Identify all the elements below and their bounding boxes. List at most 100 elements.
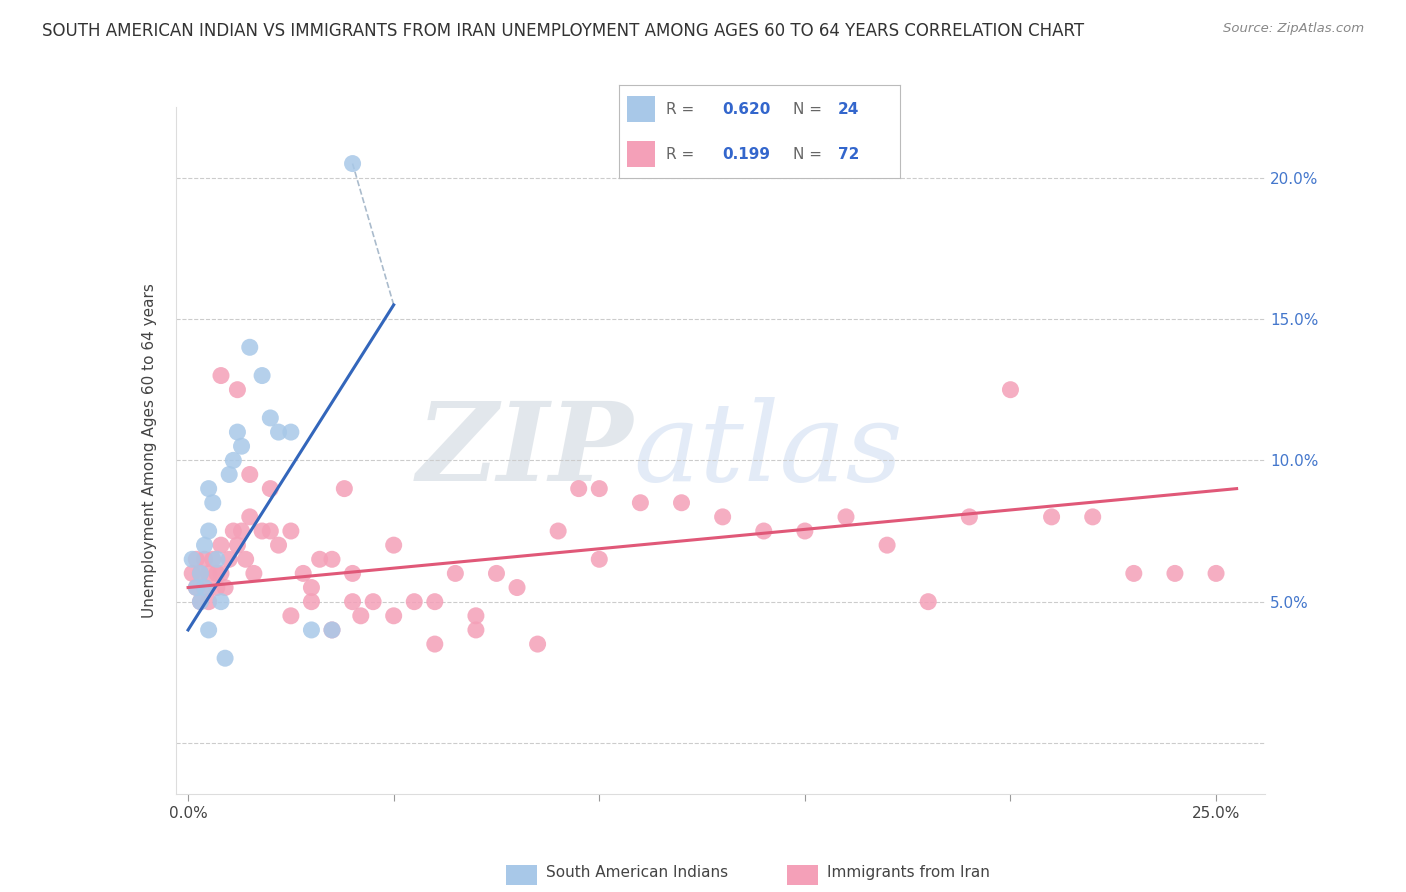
Point xyxy=(333,482,356,496)
Text: 72: 72 xyxy=(838,146,859,161)
Point xyxy=(250,368,273,383)
Point xyxy=(361,595,384,609)
Text: N =: N = xyxy=(793,102,823,117)
Point xyxy=(193,538,215,552)
Point xyxy=(588,552,610,566)
Point xyxy=(1122,566,1144,581)
Point xyxy=(423,637,446,651)
Point xyxy=(267,538,290,552)
Text: R =: R = xyxy=(666,102,695,117)
Text: ZIP: ZIP xyxy=(416,397,633,504)
Point xyxy=(190,566,212,581)
Point xyxy=(1164,566,1187,581)
Point xyxy=(205,566,228,581)
Point xyxy=(382,608,405,623)
Point xyxy=(342,566,364,581)
Point xyxy=(186,581,208,595)
Point xyxy=(209,595,232,609)
Point xyxy=(752,524,775,538)
Point xyxy=(464,608,486,623)
Point xyxy=(588,482,610,496)
Point xyxy=(222,524,245,538)
Point xyxy=(917,595,939,609)
Point xyxy=(181,552,204,566)
Point xyxy=(239,509,262,524)
Text: N =: N = xyxy=(793,146,823,161)
Point xyxy=(205,581,228,595)
Point xyxy=(243,566,266,581)
Point xyxy=(506,581,529,595)
Point xyxy=(201,496,224,510)
Point xyxy=(231,524,253,538)
Point xyxy=(350,608,373,623)
Point xyxy=(190,595,212,609)
Text: R =: R = xyxy=(666,146,695,161)
Point xyxy=(423,595,446,609)
Point xyxy=(235,552,257,566)
Point xyxy=(280,425,302,439)
Point xyxy=(231,439,253,453)
Text: Immigrants from Iran: Immigrants from Iran xyxy=(827,865,990,880)
Point xyxy=(382,538,405,552)
Point xyxy=(209,538,232,552)
Point xyxy=(190,566,212,581)
Point xyxy=(1205,566,1227,581)
Point xyxy=(218,552,240,566)
Point xyxy=(1081,509,1104,524)
Point xyxy=(1000,383,1022,397)
Point xyxy=(321,623,343,637)
Text: 0.199: 0.199 xyxy=(723,146,770,161)
Point xyxy=(193,552,215,566)
Text: 0.620: 0.620 xyxy=(723,102,770,117)
Point xyxy=(711,509,734,524)
Point xyxy=(186,552,208,566)
Point xyxy=(193,581,215,595)
Point xyxy=(209,566,232,581)
Text: South American Indians: South American Indians xyxy=(546,865,728,880)
Point xyxy=(259,411,281,425)
Point xyxy=(301,623,323,637)
Point xyxy=(793,524,815,538)
Point xyxy=(1040,509,1063,524)
Point xyxy=(186,581,208,595)
Point xyxy=(226,383,249,397)
Point xyxy=(197,524,219,538)
Text: 24: 24 xyxy=(838,102,859,117)
Text: SOUTH AMERICAN INDIAN VS IMMIGRANTS FROM IRAN UNEMPLOYMENT AMONG AGES 60 TO 64 Y: SOUTH AMERICAN INDIAN VS IMMIGRANTS FROM… xyxy=(42,22,1084,40)
Point xyxy=(190,595,212,609)
Point xyxy=(226,425,249,439)
Point xyxy=(342,156,364,170)
Point xyxy=(280,524,302,538)
Point xyxy=(464,623,486,637)
Point xyxy=(835,509,858,524)
Point xyxy=(205,552,228,566)
Point xyxy=(280,608,302,623)
Bar xyxy=(627,96,655,122)
Text: Source: ZipAtlas.com: Source: ZipAtlas.com xyxy=(1223,22,1364,36)
Point xyxy=(547,524,569,538)
Point xyxy=(628,496,651,510)
Point xyxy=(197,482,219,496)
Point xyxy=(342,595,364,609)
Point xyxy=(301,581,323,595)
Point xyxy=(214,581,236,595)
Point xyxy=(321,552,343,566)
Point xyxy=(239,467,262,482)
Point xyxy=(876,538,898,552)
Point xyxy=(485,566,508,581)
Point xyxy=(239,340,262,354)
Point xyxy=(308,552,330,566)
Point xyxy=(226,538,249,552)
Text: atlas: atlas xyxy=(633,397,903,504)
Point xyxy=(671,496,693,510)
Point xyxy=(201,552,224,566)
Point xyxy=(568,482,591,496)
Point xyxy=(301,595,323,609)
Point xyxy=(259,482,281,496)
Point xyxy=(267,425,290,439)
Point xyxy=(250,524,273,538)
Point xyxy=(214,651,236,665)
Y-axis label: Unemployment Among Ages 60 to 64 years: Unemployment Among Ages 60 to 64 years xyxy=(142,283,157,618)
Point xyxy=(197,623,219,637)
Point xyxy=(218,467,240,482)
